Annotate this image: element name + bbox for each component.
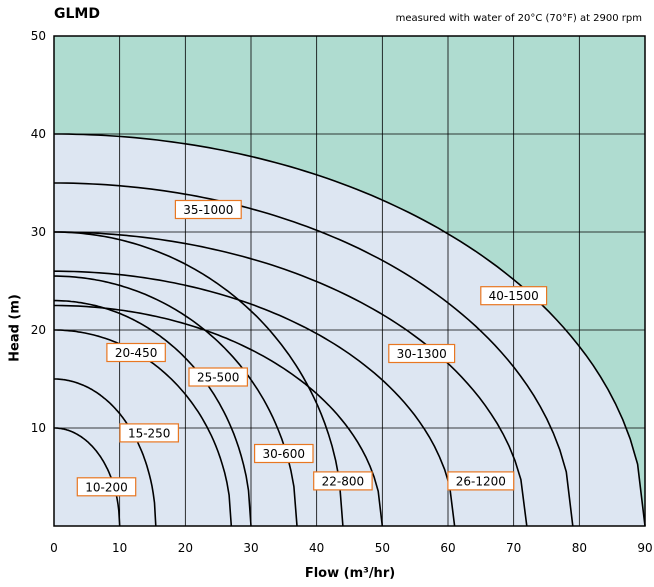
curve-label-30-1300: 30-1300 (388, 343, 456, 364)
curve-label-text: 25-500 (197, 371, 240, 385)
y-tick-label: 10 (31, 421, 46, 435)
curve-label-40-1500: 40-1500 (480, 286, 548, 306)
curve-label-15-250: 15-250 (119, 423, 180, 443)
curve-label-10-200: 10-200 (76, 477, 137, 497)
curve-26-1200 (54, 270, 456, 527)
curve-label-box (480, 286, 548, 306)
curve-label-text: 15-250 (128, 426, 171, 440)
curve-unlabeled (54, 231, 344, 527)
x-tick-label: 40 (309, 541, 324, 555)
curve-label-text: 30-600 (263, 447, 306, 461)
curve-label-text: 35-1000 (183, 203, 233, 217)
curve-label-35-1000: 35-1000 (174, 199, 242, 220)
curve-label-text: 26-1200 (456, 474, 506, 488)
x-tick-label: 50 (375, 541, 390, 555)
chart-note: measured with water of 20°C (70°F) at 29… (395, 13, 642, 24)
curve-label-text: 40-1500 (489, 289, 539, 303)
curve-label-30-600: 30-600 (254, 443, 314, 464)
curve-label-box (388, 343, 456, 364)
curve-30-1300 (54, 231, 528, 527)
curves (54, 133, 646, 527)
curve-label-box (76, 477, 137, 497)
x-tick-label: 90 (637, 541, 652, 555)
x-tick-label: 30 (243, 541, 258, 555)
y-tick-label: 40 (31, 127, 46, 141)
y-tick-label: 20 (31, 323, 46, 337)
curve-label-box (174, 199, 242, 220)
curve-40-1500 (54, 133, 646, 527)
curve-labels: 10-200 15-250 20-450 25-500 30-600 22-800 26-1… (76, 199, 548, 497)
ticks: 0 10 20 30 40 50 60 70 80 90 10 20 30 40 50 (31, 29, 653, 555)
curve-label-box (447, 471, 515, 491)
plot-frame (53, 35, 646, 527)
curve-30-600 (54, 275, 298, 527)
x-tick-label: 70 (506, 541, 521, 555)
curve-label-box (106, 342, 166, 363)
curve-label-box (119, 423, 180, 443)
curve-label-text: 20-450 (115, 346, 158, 360)
curve-label-26-1200: 26-1200 (447, 471, 515, 491)
curve-35-1000 (54, 182, 574, 527)
x-tick-label: 60 (440, 541, 455, 555)
curve-22-800 (54, 304, 384, 527)
x-tick-label: 20 (178, 541, 193, 555)
x-tick-label: 10 (112, 541, 127, 555)
x-axis-label: Flow (m³/hr) (304, 566, 396, 581)
curve-10-200 (54, 427, 121, 527)
x-tick-label: 80 (572, 541, 587, 555)
curve-label-box (254, 443, 314, 464)
curve-label-25-500: 25-500 (188, 367, 249, 387)
y-tick-label: 30 (31, 225, 46, 239)
curve-label-20-450: 20-450 (106, 342, 166, 363)
y-tick-label: 50 (31, 29, 46, 43)
curve-15-250 (54, 378, 157, 527)
curve-label-22-800: 22-800 (313, 471, 373, 491)
curve-label-text: 30-1300 (397, 347, 447, 361)
chart-title: GLMD (54, 6, 100, 22)
curve-label-text: 10-200 (85, 480, 128, 494)
curve-25-500 (54, 299, 252, 527)
curve-label-box (313, 471, 373, 491)
curve-label-box (188, 367, 249, 387)
x-tick-label: 0 (50, 541, 58, 555)
curve-label-text: 22-800 (322, 474, 365, 488)
